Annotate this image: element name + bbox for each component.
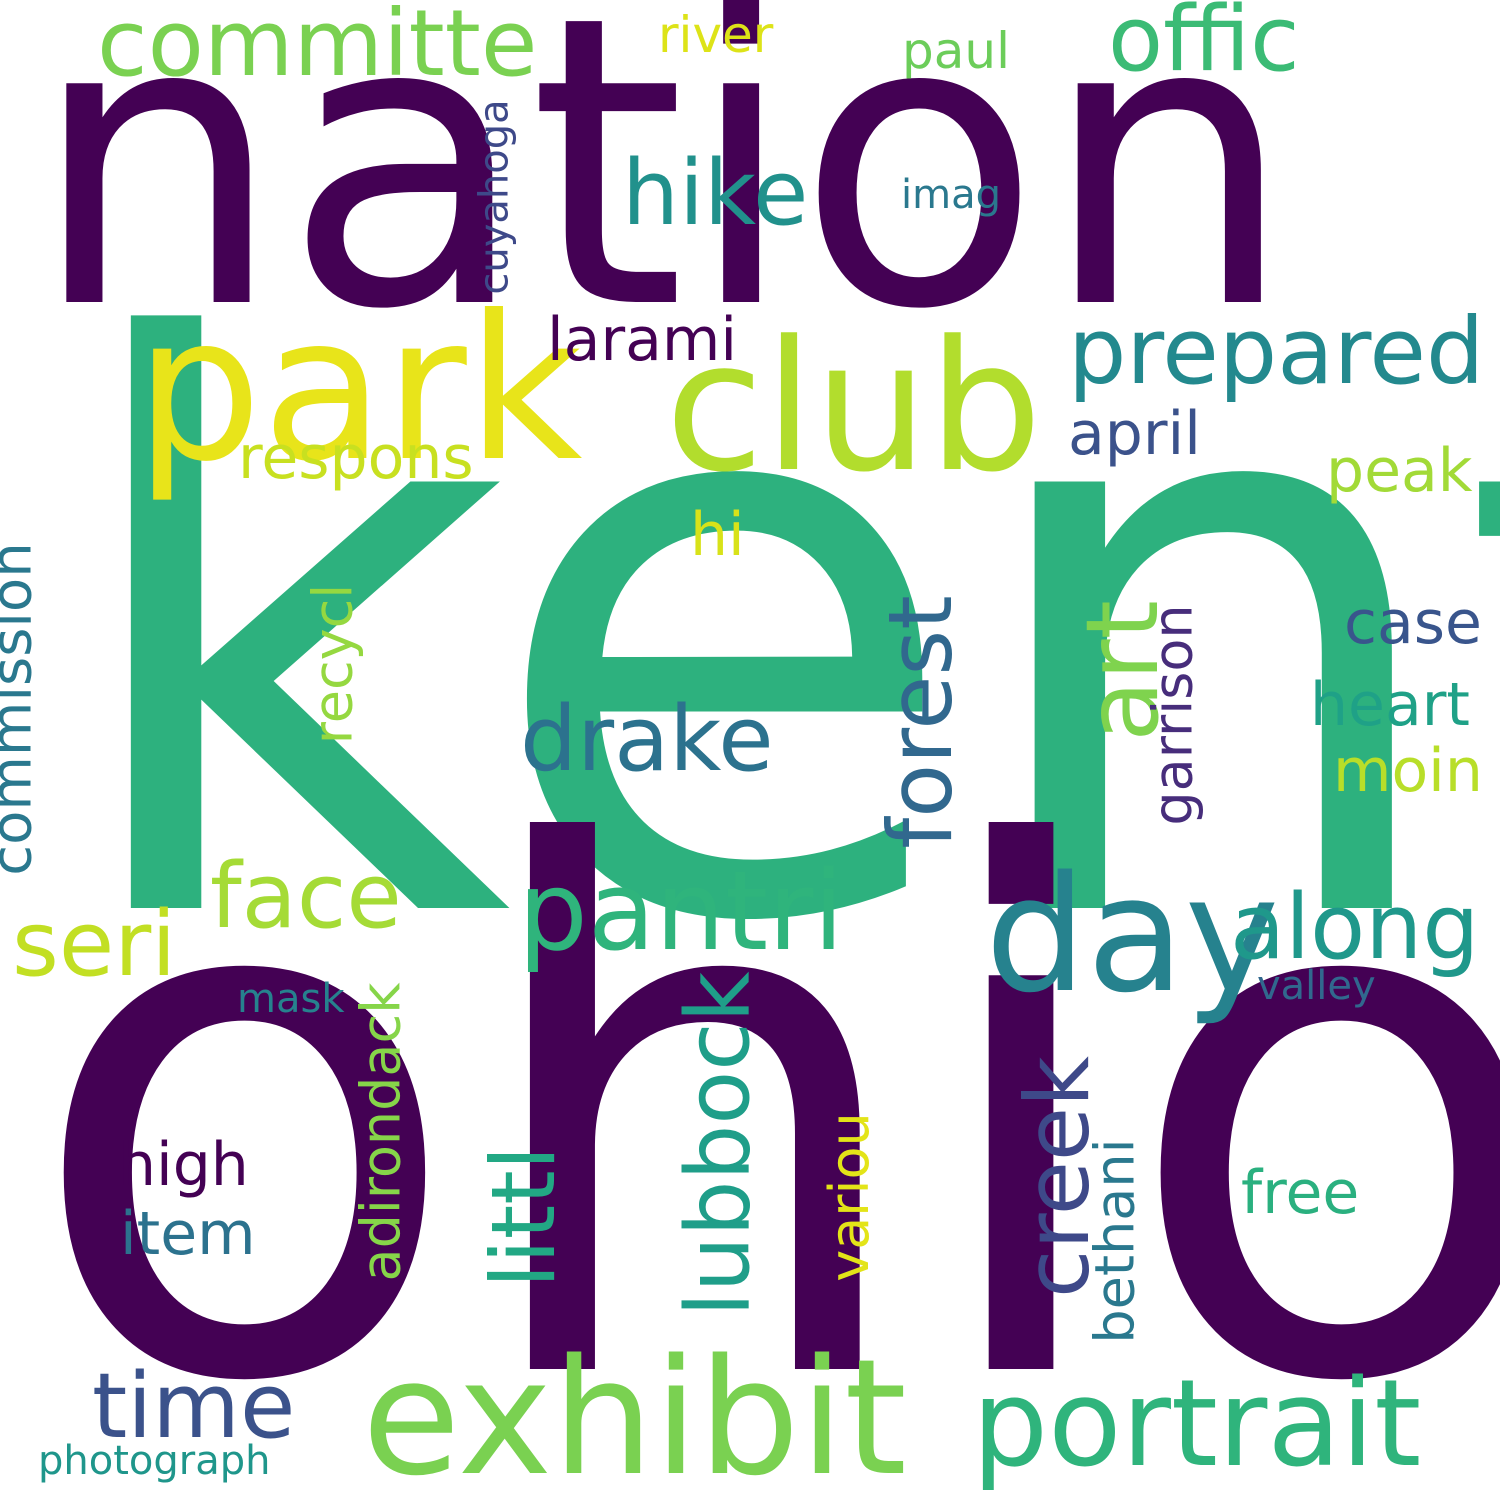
word-respons: respons <box>238 423 474 493</box>
word-littl: littl <box>472 1145 576 1289</box>
word-ohio: ohio <box>24 701 1500 1500</box>
word-mask: mask <box>237 976 345 1022</box>
word-nation: nation <box>30 0 1295 397</box>
word-photograph: photograph <box>38 1438 271 1484</box>
word-hike: hike <box>622 141 809 246</box>
word-item: item <box>120 1199 256 1269</box>
word-high: high <box>118 1130 249 1200</box>
word-peak: peak <box>1326 436 1473 506</box>
word-hi: hi <box>690 500 745 570</box>
word-variou: variou <box>817 1112 881 1282</box>
word-time: time <box>92 1354 296 1459</box>
word-case: case <box>1344 588 1482 658</box>
word-commission: commission <box>0 542 45 876</box>
word-larami: larami <box>547 305 737 375</box>
word-offic: offic <box>1108 0 1300 92</box>
word-cuyahoga: cuyahoga <box>471 99 518 295</box>
word-face: face <box>210 844 402 949</box>
word-april: april <box>1068 399 1201 469</box>
word-recycl: recycl <box>301 583 365 745</box>
word-moin: moin <box>1333 736 1483 806</box>
word-free: free <box>1241 1158 1360 1228</box>
word-forest: forest <box>868 595 972 849</box>
word-heart: heart <box>1310 670 1470 740</box>
word-kent: kent <box>60 184 1500 1092</box>
word-paul: paul <box>902 22 1010 80</box>
word-club: club <box>665 303 1043 512</box>
word-seri: seri <box>12 892 177 997</box>
word-exhibit: exhibit <box>362 1324 907 1500</box>
word-river: river <box>658 6 774 64</box>
word-garrison: garrison <box>1141 604 1205 826</box>
word-prepared: prepared <box>1068 298 1485 405</box>
word-day: day <box>985 841 1280 1028</box>
word-along: along <box>1230 875 1480 980</box>
word-pantri: pantri <box>518 847 844 975</box>
word-valley: valley <box>1257 963 1376 1009</box>
word-park: park <box>135 273 583 506</box>
word-drake: drake <box>520 687 774 792</box>
word-committe: committe <box>97 0 538 97</box>
word-lubbock: lubbock <box>666 971 770 1317</box>
word-imag: imag <box>901 172 1001 218</box>
word-bethani: bethani <box>1083 1138 1147 1344</box>
word-portrait: portrait <box>972 1355 1422 1494</box>
word-adirondack: adirondack <box>349 982 413 1282</box>
